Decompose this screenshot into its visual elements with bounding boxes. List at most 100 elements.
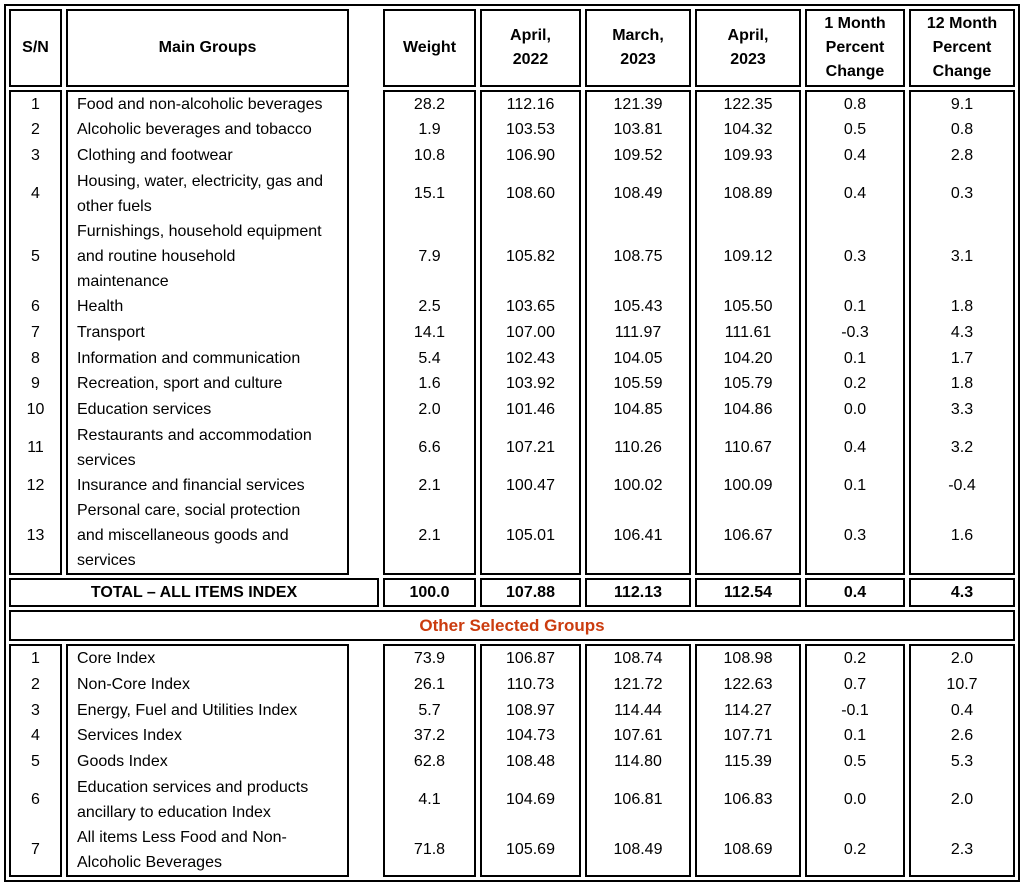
cell-apr2022: 105.01 — [480, 498, 581, 576]
cell-m12: 3.1 — [909, 218, 1015, 294]
cell-apr2022: 103.53 — [480, 117, 581, 143]
cell-name: Services Index — [66, 722, 349, 749]
row-spacer — [353, 749, 379, 775]
row-spacer — [353, 498, 379, 575]
cell-m1: 0.4 — [805, 168, 905, 219]
cell-m1: -0.3 — [805, 319, 905, 346]
cell-name: Insurance and financial services — [66, 472, 349, 499]
cell-mar2023: 108.49 — [585, 824, 691, 877]
cell-sn: 5 — [9, 748, 62, 775]
cell-apr2023: 122.63 — [695, 671, 801, 698]
cell-m1: 0.4 — [805, 422, 905, 473]
cell-name: Core Index — [66, 644, 349, 672]
cell-apr2022: 108.97 — [480, 697, 581, 723]
row-spacer — [353, 345, 379, 371]
cell-mar2023: 109.52 — [585, 142, 691, 169]
cell-sn: 7 — [9, 824, 62, 877]
cell-m12: 0.4 — [909, 697, 1015, 723]
cell-apr2022: 108.60 — [480, 168, 581, 219]
cell-mar2023: 104.85 — [585, 396, 691, 423]
cell-mar2023: 108.75 — [585, 218, 691, 294]
cell-apr2023: 114.27 — [695, 697, 801, 723]
header-cell-sn: S/N — [9, 9, 62, 87]
cell-name: Food and non-alcoholic beverages — [66, 90, 349, 117]
row-spacer — [353, 423, 379, 473]
total-cell-m1: 0.4 — [805, 578, 905, 608]
cell-apr2022: 112.16 — [480, 90, 581, 117]
cell-apr2022: 105.82 — [480, 218, 581, 294]
row-spacer — [353, 397, 379, 423]
cell-apr2022: 106.87 — [480, 644, 581, 672]
cell-apr2022: 106.90 — [480, 142, 581, 169]
cell-sn: 12 — [9, 472, 62, 499]
cell-name: Furnishings, household equipment and rou… — [66, 218, 349, 294]
cell-name: Health — [66, 293, 349, 320]
cell-sn: 1 — [9, 644, 62, 672]
cell-weight: 26.1 — [383, 671, 476, 698]
cell-sn: 6 — [9, 774, 62, 825]
cell-sn: 9 — [9, 370, 62, 397]
cell-sn: 2 — [9, 117, 62, 143]
row-spacer — [353, 117, 379, 143]
cell-apr2023: 115.39 — [695, 748, 801, 775]
total-row: TOTAL – ALL ITEMS INDEX 100.0 107.88 112.1… — [9, 578, 1015, 608]
table-header-row: S/N Main Groups Weight April, 2022 March, 20… — [9, 9, 1015, 87]
cell-m12: 9.1 — [909, 90, 1015, 117]
cell-apr2022: 108.48 — [480, 748, 581, 775]
cell-weight: 15.1 — [383, 168, 476, 219]
row-spacer — [353, 143, 379, 169]
cell-sn: 4 — [9, 168, 62, 219]
cell-m12: 1.8 — [909, 293, 1015, 320]
cell-sn: 13 — [9, 498, 62, 576]
cell-sn: 2 — [9, 671, 62, 698]
cell-name: Clothing and footwear — [66, 142, 349, 169]
cell-m12: -0.4 — [909, 472, 1015, 499]
cell-apr2022: 110.73 — [480, 671, 581, 698]
cell-apr2022: 107.21 — [480, 422, 581, 473]
total-cell-apr2023: 112.54 — [695, 578, 801, 608]
cell-weight: 2.1 — [383, 472, 476, 499]
cell-apr2022: 105.69 — [480, 824, 581, 877]
cell-mar2023: 114.80 — [585, 748, 691, 775]
main-groups-section: 1 Food and non-alcoholic beverages 28.2 112… — [9, 90, 1015, 576]
cell-m12: 0.3 — [909, 168, 1015, 219]
row-spacer — [353, 169, 379, 219]
cell-m1: 0.2 — [805, 370, 905, 397]
cell-apr2023: 104.86 — [695, 396, 801, 423]
header-spacer — [353, 9, 379, 87]
cell-apr2023: 100.09 — [695, 472, 801, 499]
cell-m12: 4.3 — [909, 319, 1015, 346]
cell-m1: 0.7 — [805, 671, 905, 698]
cell-m1: 0.3 — [805, 498, 905, 576]
cell-sn: 4 — [9, 722, 62, 749]
cell-name: Education services and products ancillar… — [66, 774, 349, 825]
cell-mar2023: 121.72 — [585, 671, 691, 698]
cell-apr2023: 104.20 — [695, 345, 801, 371]
cell-apr2022: 102.43 — [480, 345, 581, 371]
cell-weight: 1.9 — [383, 117, 476, 143]
cell-weight: 6.6 — [383, 422, 476, 473]
cell-m12: 10.7 — [909, 671, 1015, 698]
cell-apr2023: 104.32 — [695, 117, 801, 143]
cell-apr2022: 103.65 — [480, 293, 581, 320]
cell-name: Recreation, sport and culture — [66, 370, 349, 397]
cell-sn: 1 — [9, 90, 62, 117]
total-label: TOTAL – ALL ITEMS INDEX — [9, 578, 379, 608]
cell-weight: 10.8 — [383, 142, 476, 169]
cell-m1: 0.3 — [805, 218, 905, 294]
cell-apr2022: 104.69 — [480, 774, 581, 825]
header-cell-apr2022: April, 2022 — [480, 9, 581, 87]
cell-m12: 0.8 — [909, 117, 1015, 143]
row-spacer — [353, 697, 379, 723]
cell-sn: 5 — [9, 218, 62, 294]
cell-apr2023: 110.67 — [695, 422, 801, 473]
total-cell-apr2022: 107.88 — [480, 578, 581, 608]
row-spacer — [353, 90, 379, 117]
cell-mar2023: 106.41 — [585, 498, 691, 576]
cell-name: Information and communication — [66, 345, 349, 371]
cell-m12: 5.3 — [909, 748, 1015, 775]
header-cell-weight: Weight — [383, 9, 476, 87]
cell-mar2023: 121.39 — [585, 90, 691, 117]
cell-apr2022: 107.00 — [480, 319, 581, 346]
cell-name: Restaurants and accommodation services — [66, 422, 349, 473]
